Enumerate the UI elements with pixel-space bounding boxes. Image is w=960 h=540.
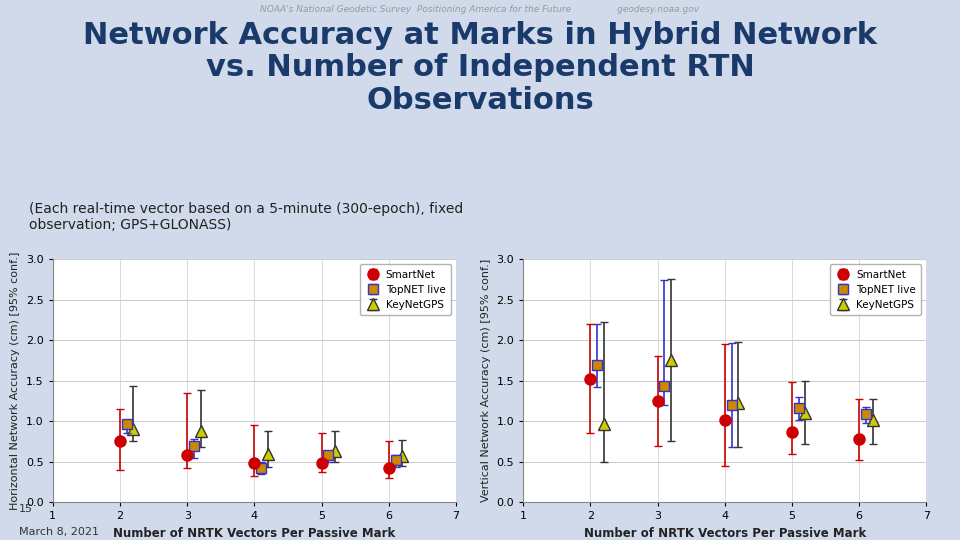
X-axis label: Number of NRTK Vectors Per Passive Mark: Number of NRTK Vectors Per Passive Mark [113,527,396,540]
Y-axis label: Horizontal Network Accuracy (cm) [95% conf.]: Horizontal Network Accuracy (cm) [95% co… [11,252,20,510]
Text: NOAA's National Geodetic Survey  Positioning America for the Future             : NOAA's National Geodetic Survey Position… [260,5,700,14]
Text: 15: 15 [19,504,34,514]
Legend: SmartNet, TopNET live, KeyNetGPS: SmartNet, TopNET live, KeyNetGPS [360,265,451,315]
Text: Network Accuracy at Marks in Hybrid Network
vs. Number of Independent RTN
Observ: Network Accuracy at Marks in Hybrid Netw… [83,21,877,114]
Y-axis label: Vertical Network Accuracy (cm) [95% conf.]: Vertical Network Accuracy (cm) [95% conf… [481,259,491,502]
Legend: SmartNet, TopNET live, KeyNetGPS: SmartNet, TopNET live, KeyNetGPS [830,265,922,315]
X-axis label: Number of NRTK Vectors Per Passive Mark: Number of NRTK Vectors Per Passive Mark [584,527,866,540]
Text: March 8, 2021: March 8, 2021 [19,527,99,537]
Text: (Each real-time vector based on a 5-minute (300-epoch), fixed
observation; GPS+G: (Each real-time vector based on a 5-minu… [29,202,463,232]
